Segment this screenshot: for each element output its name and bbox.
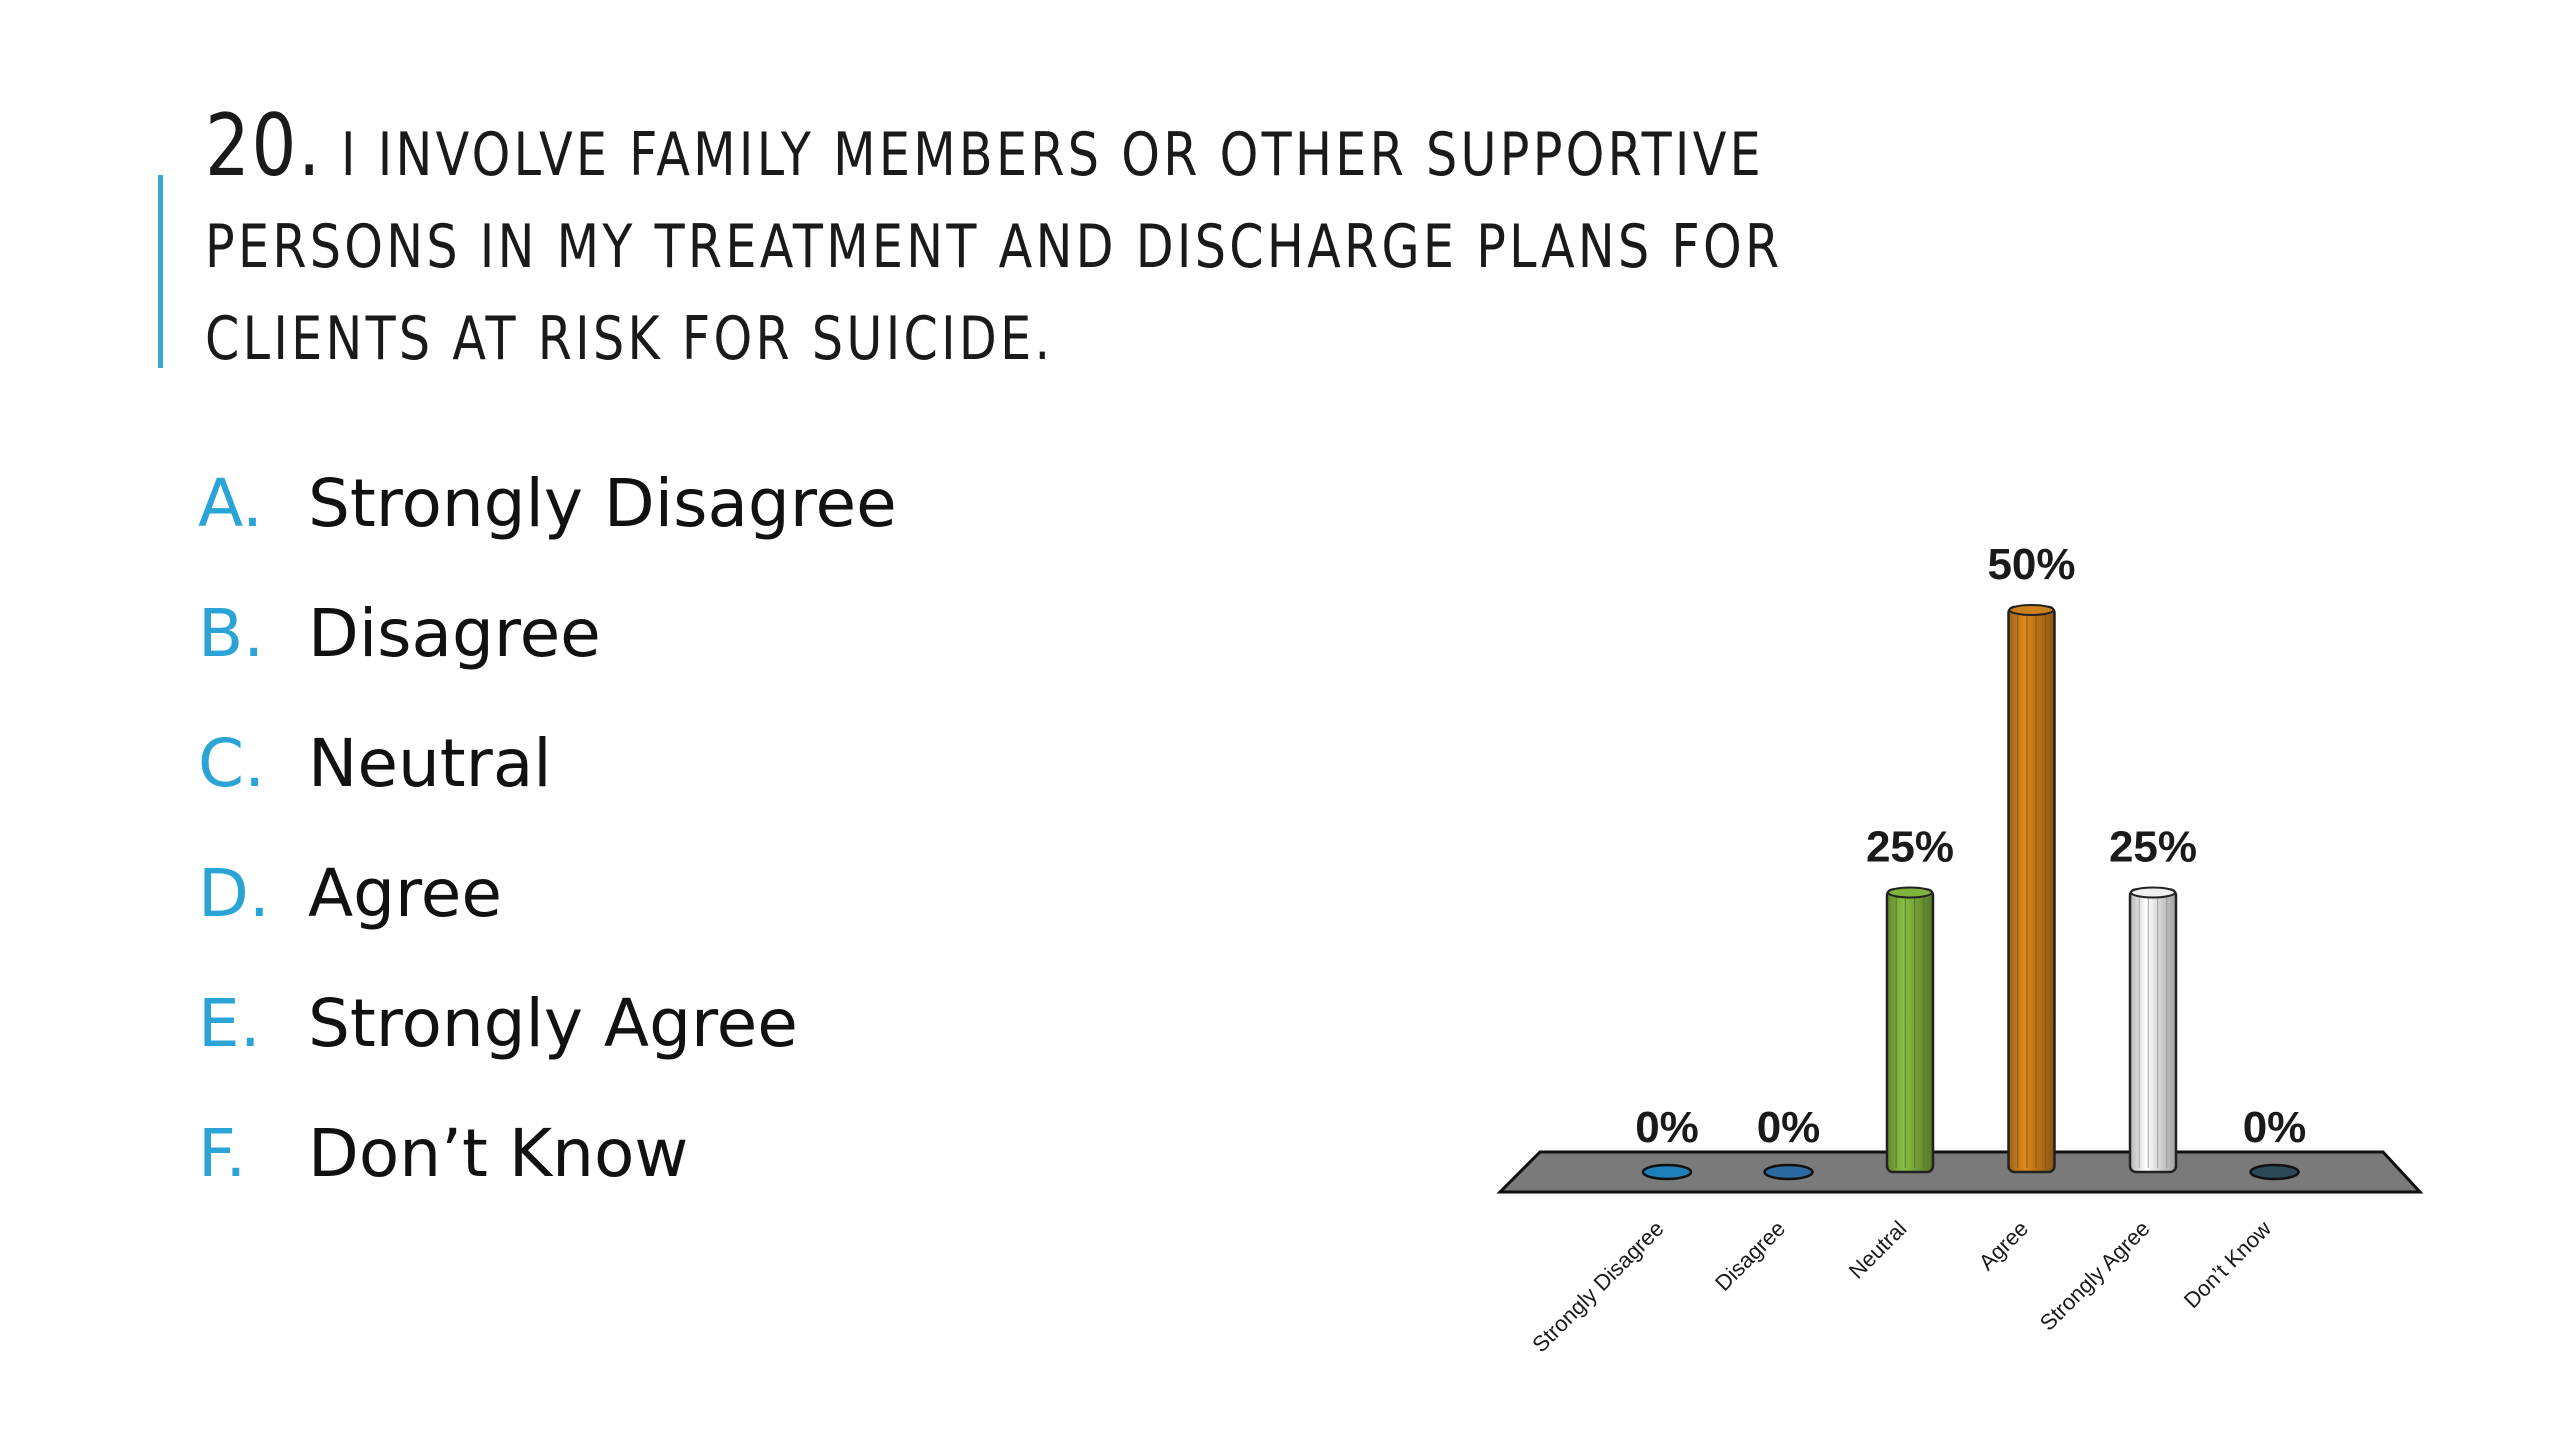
option-e: E. Strongly Agree — [198, 958, 897, 1088]
bar-cap — [2130, 886, 2176, 899]
category-label-3: Agree — [1974, 1216, 2033, 1275]
option-letter: C. — [198, 724, 266, 802]
option-letter: D. — [198, 854, 270, 932]
category-label-4: Strongly Agree — [2035, 1216, 2155, 1336]
category-label-2: Neutral — [1844, 1216, 1912, 1284]
option-c: C. Neutral — [198, 698, 897, 828]
value-label-1: 0% — [1757, 1103, 1821, 1152]
value-label-4: 25% — [2109, 823, 2197, 872]
value-label-2: 25% — [1866, 823, 1954, 872]
chart-value-labels: 0% 0% 25% 50% 25% 0% — [1635, 540, 2306, 1152]
answer-options: A. Strongly Disagree B. Disagree C. Neutral… — [198, 438, 897, 1218]
chart-floor — [1496, 1150, 2424, 1194]
value-label-5: 0% — [2243, 1103, 2307, 1152]
value-label-0: 0% — [1635, 1103, 1699, 1152]
option-a: A. Strongly Disagree — [198, 438, 897, 568]
option-text: Agree — [308, 854, 502, 932]
option-text: Disagree — [308, 594, 601, 672]
option-text: Strongly Agree — [308, 984, 798, 1062]
category-label-5: Don’t Know — [2179, 1216, 2276, 1313]
option-letter: A. — [198, 464, 263, 542]
chart-floor-plate — [1496, 1150, 2424, 1194]
slide-title: 20. I INVOLVE FAMILY MEMBERS OR OTHER SU… — [205, 100, 1927, 385]
bar-2 — [1885, 888, 1935, 1174]
option-letter: F. — [198, 1114, 247, 1192]
option-letter: B. — [198, 594, 265, 672]
option-d: D. Agree — [198, 828, 897, 958]
results-bar-chart: 0% 0% 25% 50% 25% 0% Strongly Disagree Disagre… — [1496, 540, 2424, 1357]
option-text: Strongly Disagree — [308, 464, 897, 542]
option-text: Don’t Know — [308, 1114, 689, 1192]
bar-0-zero — [1641, 1163, 1693, 1181]
bar-cap — [1887, 886, 1933, 899]
option-letter: E. — [198, 984, 261, 1062]
bar-1-zero — [1763, 1163, 1814, 1181]
option-text: Neutral — [308, 724, 552, 802]
category-label-1: Disagree — [1710, 1216, 1790, 1296]
bar-5-zero — [2249, 1163, 2300, 1181]
bar-4 — [2128, 888, 2178, 1174]
question-number: 20. — [205, 96, 323, 196]
title-accent-bar — [158, 175, 163, 368]
option-b: B. Disagree — [198, 568, 897, 698]
chart-category-labels: Strongly Disagree Disagree Neutral Agree Str… — [1527, 1216, 2276, 1357]
value-label-3: 50% — [1987, 540, 2075, 589]
bar-cap — [2008, 604, 2055, 616]
question-text: I INVOLVE FAMILY MEMBERS OR OTHER SUPPOR… — [205, 120, 1783, 374]
option-f: F. Don’t Know — [198, 1088, 897, 1218]
category-label-0: Strongly Disagree — [1527, 1216, 1668, 1357]
chart-bars — [1641, 604, 2300, 1181]
bar-3 — [2007, 605, 2056, 1174]
